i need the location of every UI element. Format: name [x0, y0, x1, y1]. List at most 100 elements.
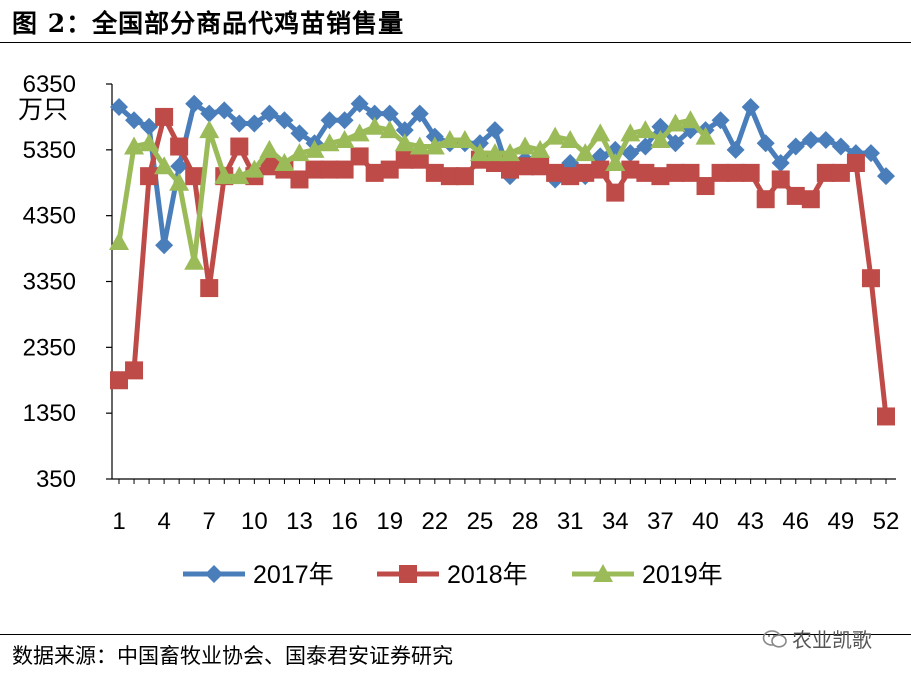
- data-point: [365, 104, 384, 123]
- data-point: [200, 279, 219, 298]
- x-tick-label: 16: [331, 508, 358, 535]
- data-point: [350, 147, 369, 166]
- data-point: [726, 140, 745, 159]
- data-point: [877, 167, 895, 186]
- data-point: [741, 98, 760, 117]
- data-point: [410, 104, 429, 123]
- data-point: [575, 143, 596, 162]
- data-point: [125, 361, 144, 380]
- data-point: [229, 166, 250, 185]
- y-tick-label: 4350: [23, 203, 76, 230]
- data-point: [831, 163, 850, 182]
- data-point: [185, 167, 204, 186]
- data-point: [861, 269, 880, 288]
- data-point: [695, 126, 716, 145]
- data-point: [711, 111, 730, 130]
- data-point: [125, 111, 144, 130]
- title-divider: [0, 42, 911, 43]
- chart: 350 1350 2350 3350 4350 5350 6350 1 4 7 10 13 16 19 22…: [18, 71, 900, 589]
- data-point: [155, 107, 174, 126]
- data-point: [650, 129, 671, 148]
- data-point: [290, 170, 309, 189]
- x-tick-label: 28: [512, 508, 539, 535]
- x-tick-label: 25: [467, 508, 494, 535]
- x-tick-label: 37: [647, 508, 674, 535]
- data-point: [304, 139, 325, 158]
- watermark-text: 农业凯歌: [792, 628, 872, 652]
- legend-label: 2019年: [642, 561, 723, 589]
- data-point: [364, 116, 385, 135]
- data-point: [786, 186, 805, 205]
- data-point: [484, 143, 505, 162]
- data-point: [726, 163, 745, 182]
- x-tick-label: 13: [286, 508, 313, 535]
- data-point: [454, 129, 475, 148]
- data-point: [320, 160, 339, 179]
- legend-swatch-marker: [399, 565, 417, 583]
- data-point: [665, 113, 686, 132]
- data-point: [230, 114, 249, 133]
- legend-label: 2017年: [253, 561, 334, 589]
- data-point: [651, 117, 670, 136]
- data-point: [109, 232, 129, 250]
- data-point: [801, 190, 820, 209]
- chart-axes: [106, 83, 896, 484]
- data-point: [425, 163, 444, 182]
- y-tick-label: 5350: [23, 137, 76, 164]
- series-line: [116, 117, 708, 265]
- data-point: [531, 157, 550, 176]
- y-tick-label: 1350: [23, 400, 76, 427]
- x-tick-label: 31: [557, 508, 584, 535]
- data-point: [877, 407, 895, 426]
- data-point: [516, 157, 535, 176]
- data-point: [410, 150, 429, 169]
- data-point: [110, 98, 128, 117]
- data-point: [424, 136, 445, 155]
- data-point: [244, 159, 265, 178]
- x-tick-label: 46: [782, 508, 809, 535]
- data-point: [861, 144, 880, 163]
- data-point: [394, 133, 415, 152]
- data-point: [636, 163, 655, 182]
- data-point: [846, 154, 865, 172]
- series-2: [110, 107, 895, 426]
- data-point: [139, 133, 160, 152]
- legend-swatch-marker: [593, 564, 613, 582]
- footer-divider: [0, 634, 911, 635]
- x-tick-label: 7: [203, 508, 216, 535]
- data-point: [545, 126, 566, 145]
- data-point: [756, 134, 775, 153]
- data-point: [319, 133, 340, 152]
- y-tick-label: 3350: [23, 269, 76, 296]
- wechat-icon: [762, 629, 787, 648]
- data-point: [469, 143, 490, 162]
- series-3: [109, 110, 716, 270]
- data-point: [696, 177, 715, 196]
- data-point: [606, 183, 625, 202]
- x-tick-label: 43: [737, 508, 764, 535]
- data-point: [380, 104, 399, 123]
- data-point: [666, 163, 685, 182]
- data-point: [576, 163, 595, 182]
- data-point: [260, 104, 279, 123]
- data-point: [816, 130, 835, 149]
- data-point: [801, 130, 820, 149]
- data-point: [349, 123, 370, 142]
- data-point: [365, 163, 384, 182]
- data-point: [274, 153, 295, 171]
- y-tick-label: 6350: [23, 71, 76, 98]
- data-point: [530, 139, 551, 158]
- x-tick-label: 40: [692, 508, 719, 535]
- data-point: [560, 129, 581, 148]
- data-point: [635, 120, 656, 139]
- y-tick-label: 350: [36, 466, 76, 493]
- data-point: [380, 160, 399, 179]
- data-point: [620, 123, 641, 142]
- data-point: [621, 160, 640, 179]
- data-point: [379, 120, 400, 139]
- data-point: [771, 170, 790, 189]
- data-point: [350, 94, 369, 113]
- data-point: [305, 160, 324, 179]
- legend-label: 2018年: [447, 561, 528, 589]
- chart-tick-labels: 350 1350 2350 3350 4350 5350 6350 1 4 7 10 13 16 19 22…: [23, 71, 900, 535]
